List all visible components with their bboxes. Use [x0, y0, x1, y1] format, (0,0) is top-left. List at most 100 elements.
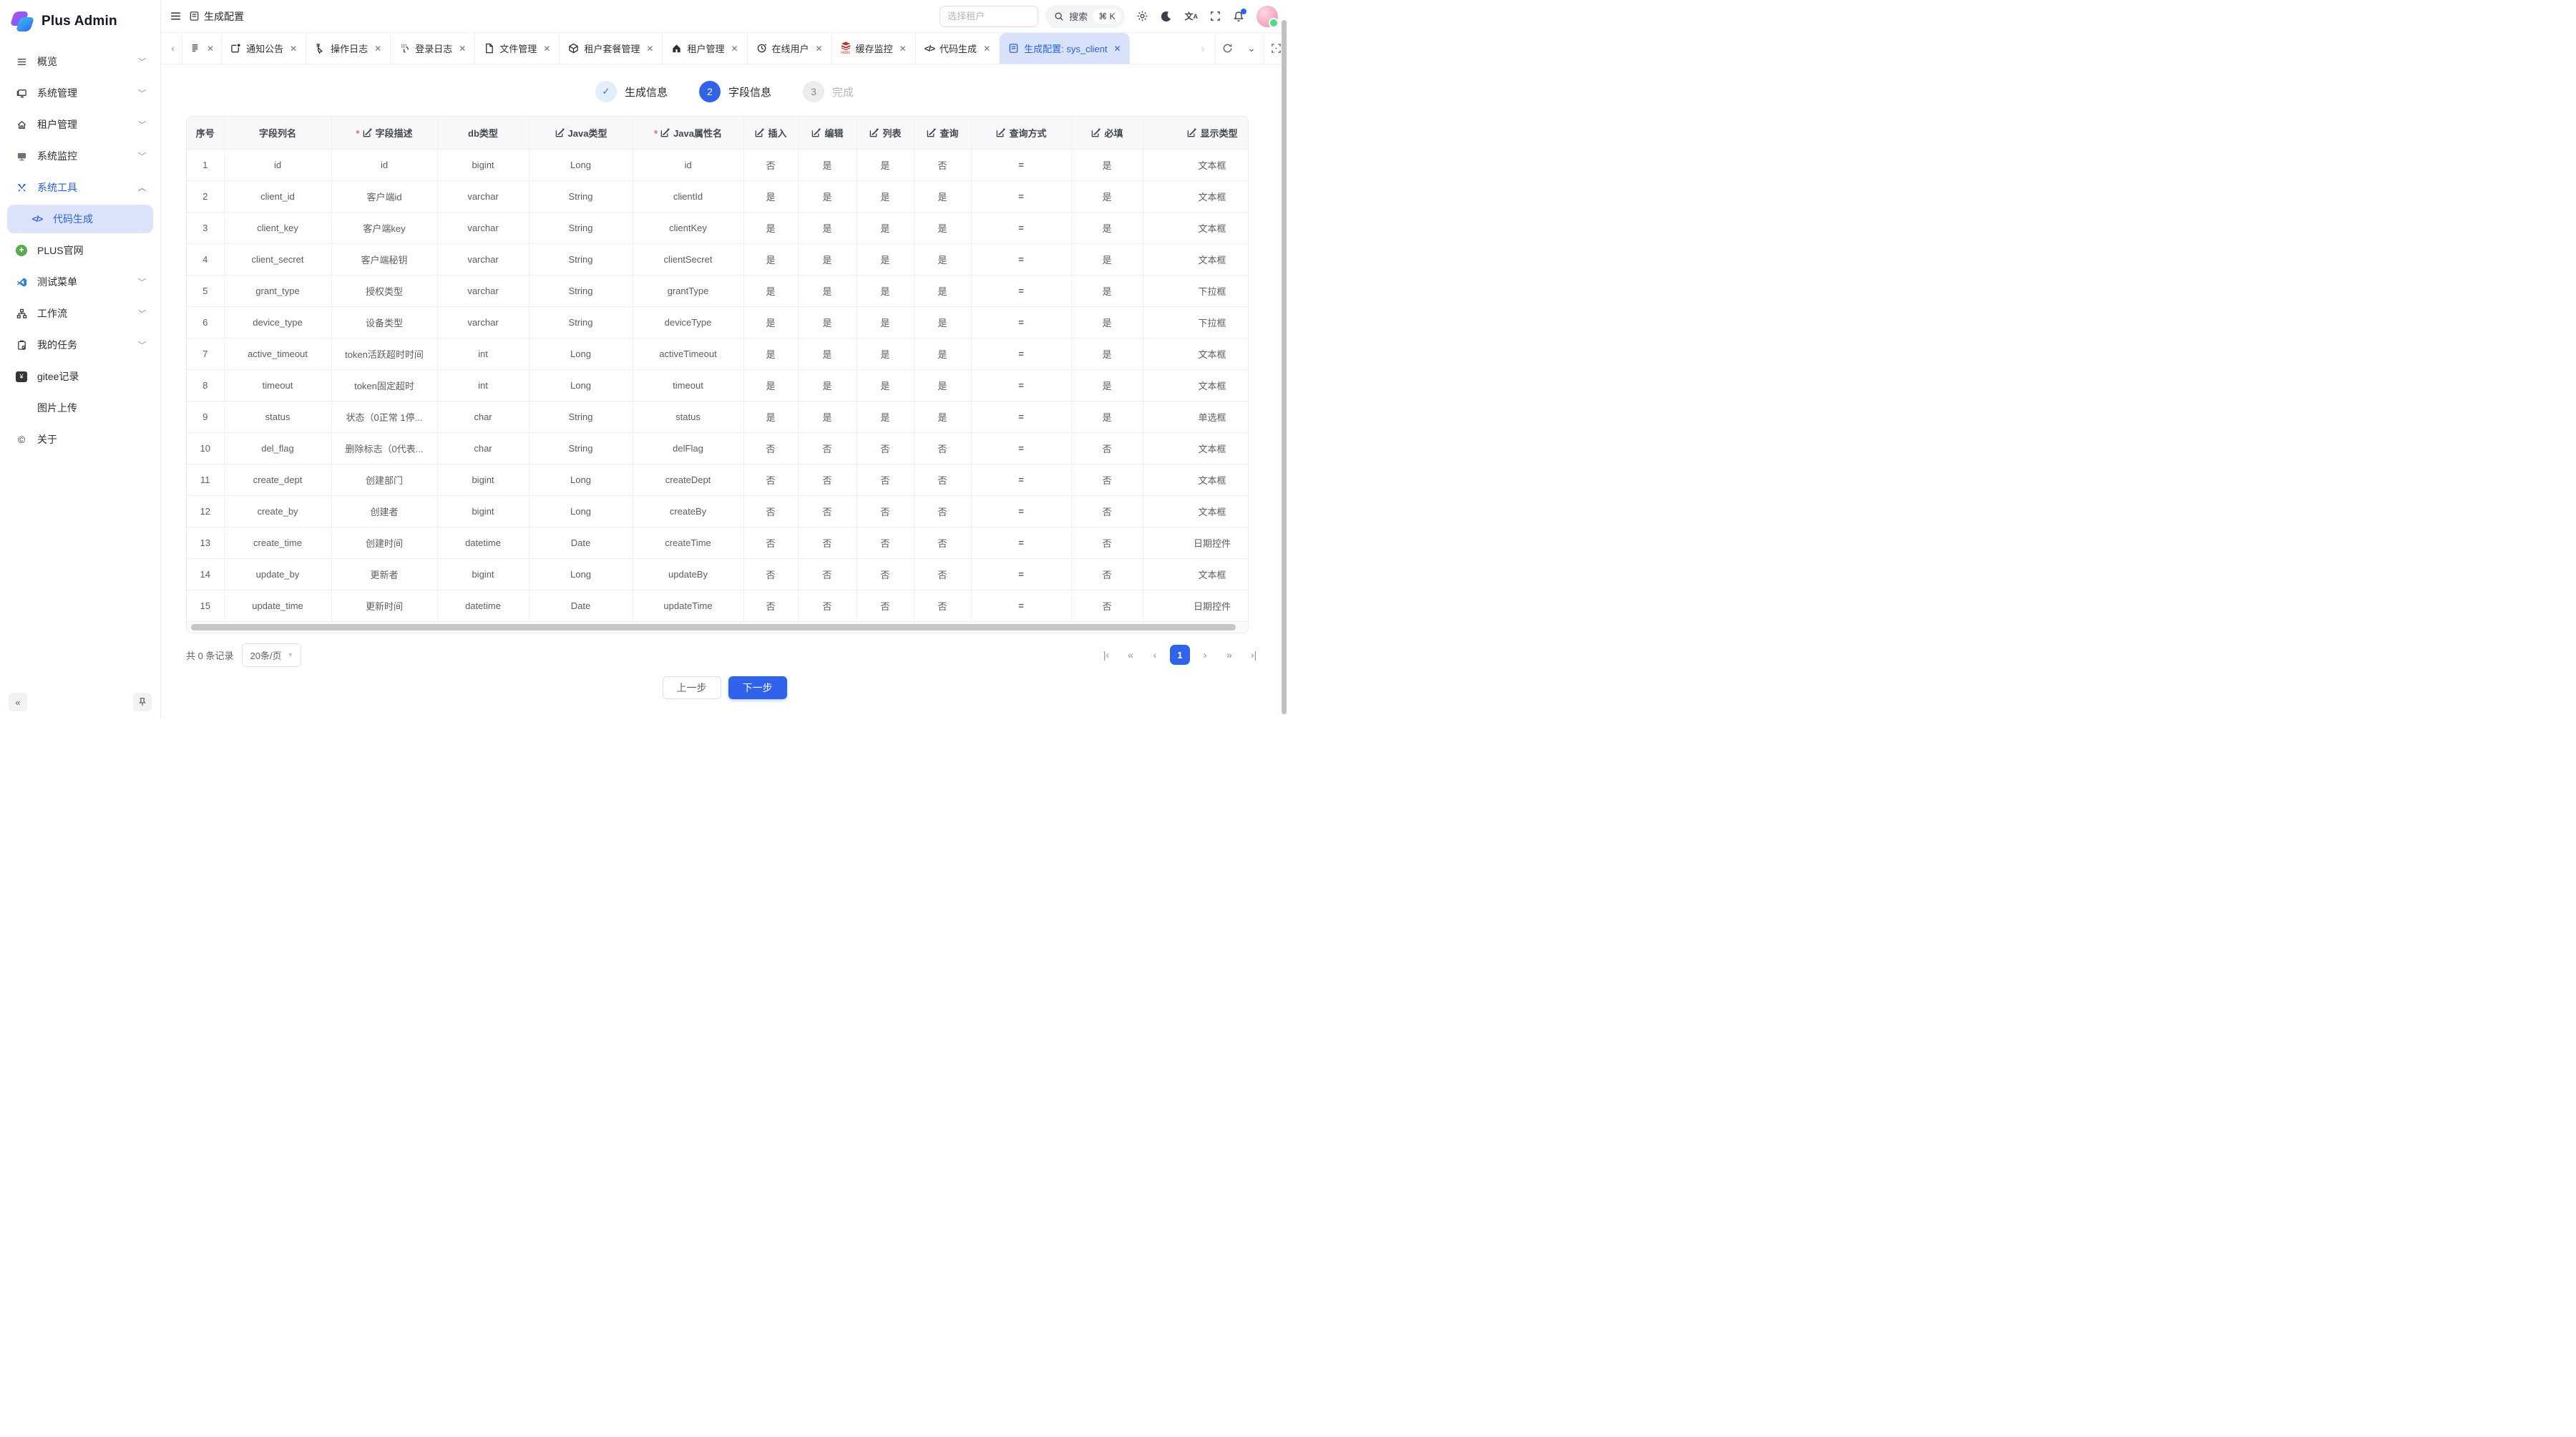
cell-编辑[interactable]: 是 — [798, 275, 857, 307]
cell-Java类型[interactable]: String — [529, 401, 633, 433]
cell-插入[interactable]: 否 — [743, 149, 799, 181]
cell-必填[interactable]: 是 — [1071, 243, 1143, 276]
close-icon[interactable]: ✕ — [815, 43, 823, 54]
cell-显示类型[interactable]: 文本框 — [1143, 369, 1248, 401]
cell-插入[interactable]: 是 — [743, 338, 799, 370]
avatar[interactable] — [1257, 5, 1279, 28]
cell-必填[interactable]: 否 — [1071, 495, 1143, 527]
cell-列表[interactable]: 否 — [857, 495, 914, 527]
cell-列表[interactable]: 是 — [857, 306, 914, 338]
cell-查询方式[interactable]: = — [971, 369, 1072, 401]
cell-显示类型[interactable]: 文本框 — [1143, 495, 1248, 527]
column-header-查询[interactable]: 查询 — [914, 117, 972, 150]
vertical-scrollbar-thumb[interactable] — [1282, 20, 1287, 714]
cell-必填[interactable]: 是 — [1071, 401, 1143, 433]
first-page-button[interactable]: |‹ — [1103, 649, 1110, 661]
cell-列表[interactable]: 是 — [857, 369, 914, 401]
cell-插入[interactable]: 否 — [743, 432, 799, 464]
cell-插入[interactable]: 否 — [743, 495, 799, 527]
cell-字段描述[interactable]: 创建者 — [331, 495, 438, 527]
vertical-scrollbar[interactable] — [1282, 20, 1287, 714]
tab-partial[interactable]: ✕ — [182, 33, 223, 64]
cell-编辑[interactable]: 否 — [798, 464, 857, 496]
column-header-显示类型[interactable]: 显示类型 — [1143, 117, 1248, 150]
tab-租户套餐管理[interactable]: 租户套餐管理 ✕ — [560, 33, 663, 64]
content-fullscreen-icon[interactable] — [1264, 33, 1288, 64]
cell-必填[interactable]: 是 — [1071, 338, 1143, 370]
column-header-Java类型[interactable]: Java类型 — [529, 117, 633, 150]
close-icon[interactable]: ✕ — [646, 43, 654, 54]
cell-列表[interactable]: 否 — [857, 558, 914, 590]
cell-列表[interactable]: 是 — [857, 149, 914, 181]
cell-字段描述[interactable]: 设备类型 — [331, 306, 438, 338]
cell-字段描述[interactable]: 创建时间 — [331, 527, 438, 559]
tab-生成配置: sys_client[interactable]: 生成配置: sys_client ✕ — [1000, 33, 1130, 64]
close-icon[interactable]: ✕ — [731, 43, 738, 54]
cell-列表[interactable]: 否 — [857, 464, 914, 496]
cell-编辑[interactable]: 是 — [798, 338, 857, 370]
cell-Java属性名[interactable]: delFlag — [633, 432, 744, 464]
gear-icon[interactable] — [1136, 10, 1148, 22]
cell-编辑[interactable]: 是 — [798, 149, 857, 181]
cell-必填[interactable]: 否 — [1071, 590, 1143, 622]
sidebar-item-关于[interactable]: © 关于 — [7, 425, 153, 454]
tabs-scroll-left-icon[interactable]: ‹ — [164, 33, 182, 64]
cell-必填[interactable]: 是 — [1071, 212, 1143, 244]
cell-db类型[interactable]: varchar — [437, 180, 530, 213]
cell-查询[interactable]: 是 — [914, 369, 972, 401]
cell-编辑[interactable]: 是 — [798, 401, 857, 433]
horizontal-scrollbar-thumb[interactable] — [191, 623, 1236, 630]
cell-必填[interactable]: 是 — [1071, 306, 1143, 338]
cell-查询[interactable]: 是 — [914, 306, 972, 338]
cell-插入[interactable]: 是 — [743, 401, 799, 433]
sidebar-item-图片上传[interactable]: 图片上传 — [7, 394, 153, 422]
cell-编辑[interactable]: 是 — [798, 369, 857, 401]
cell-查询方式[interactable]: = — [971, 149, 1072, 181]
cell-Java类型[interactable]: Date — [529, 590, 633, 622]
sidebar-item-PLUS官网[interactable]: + PLUS官网 — [7, 236, 153, 265]
cell-查询方式[interactable]: = — [971, 401, 1072, 433]
cell-显示类型[interactable]: 下拉框 — [1143, 275, 1248, 307]
cell-显示类型[interactable]: 文本框 — [1143, 180, 1248, 213]
cell-插入[interactable]: 否 — [743, 527, 799, 559]
cell-db类型[interactable]: varchar — [437, 275, 530, 307]
cell-列表[interactable]: 否 — [857, 527, 914, 559]
cell-列表[interactable]: 是 — [857, 243, 914, 276]
cell-查询方式[interactable]: = — [971, 243, 1072, 276]
prev-group-button[interactable]: « — [1128, 649, 1133, 661]
cell-显示类型[interactable]: 单选框 — [1143, 401, 1248, 433]
next-step-button[interactable]: 下一步 — [728, 676, 787, 699]
tab-通知公告[interactable]: 通知公告 ✕ — [222, 33, 307, 64]
tab-在线用户[interactable]: 在线用户 ✕ — [748, 33, 832, 64]
bell-icon[interactable] — [1233, 8, 1246, 22]
tenant-select-input[interactable] — [940, 5, 1039, 27]
close-icon[interactable]: ✕ — [290, 43, 298, 54]
cell-查询方式[interactable]: = — [971, 306, 1072, 338]
tab-租户管理[interactable]: 租户管理 ✕ — [663, 33, 748, 64]
cell-Java类型[interactable]: Long — [529, 149, 633, 181]
cell-查询[interactable]: 否 — [914, 464, 972, 496]
cell-查询[interactable]: 是 — [914, 401, 972, 433]
cell-Java属性名[interactable]: createBy — [633, 495, 744, 527]
cell-插入[interactable]: 是 — [743, 243, 799, 276]
cell-列表[interactable]: 是 — [857, 180, 914, 213]
cell-Java类型[interactable]: String — [529, 432, 633, 464]
cell-Java类型[interactable]: Long — [529, 558, 633, 590]
cell-字段描述[interactable]: 创建部门 — [331, 464, 438, 496]
cell-Java属性名[interactable]: updateTime — [633, 590, 744, 622]
cell-列表[interactable]: 否 — [857, 590, 914, 622]
cell-查询[interactable]: 是 — [914, 243, 972, 276]
cell-db类型[interactable]: varchar — [437, 212, 530, 244]
current-page-button[interactable]: 1 — [1170, 645, 1190, 665]
cell-Java属性名[interactable]: timeout — [633, 369, 744, 401]
cell-插入[interactable]: 否 — [743, 464, 799, 496]
cell-字段描述[interactable]: 更新时间 — [331, 590, 438, 622]
sidebar-item-概览[interactable]: 概览 ﹀ — [7, 47, 153, 76]
sidebar-item-gitee记录[interactable]: ¥ gitee记录 — [7, 362, 153, 391]
close-icon[interactable]: ✕ — [1113, 43, 1121, 54]
cell-Java类型[interactable]: Long — [529, 495, 633, 527]
cell-db类型[interactable]: int — [437, 338, 530, 370]
fullscreen-icon[interactable] — [1210, 11, 1221, 21]
sidebar-item-工作流[interactable]: 工作流 ﹀ — [7, 299, 153, 328]
cell-查询方式[interactable]: = — [971, 527, 1072, 559]
